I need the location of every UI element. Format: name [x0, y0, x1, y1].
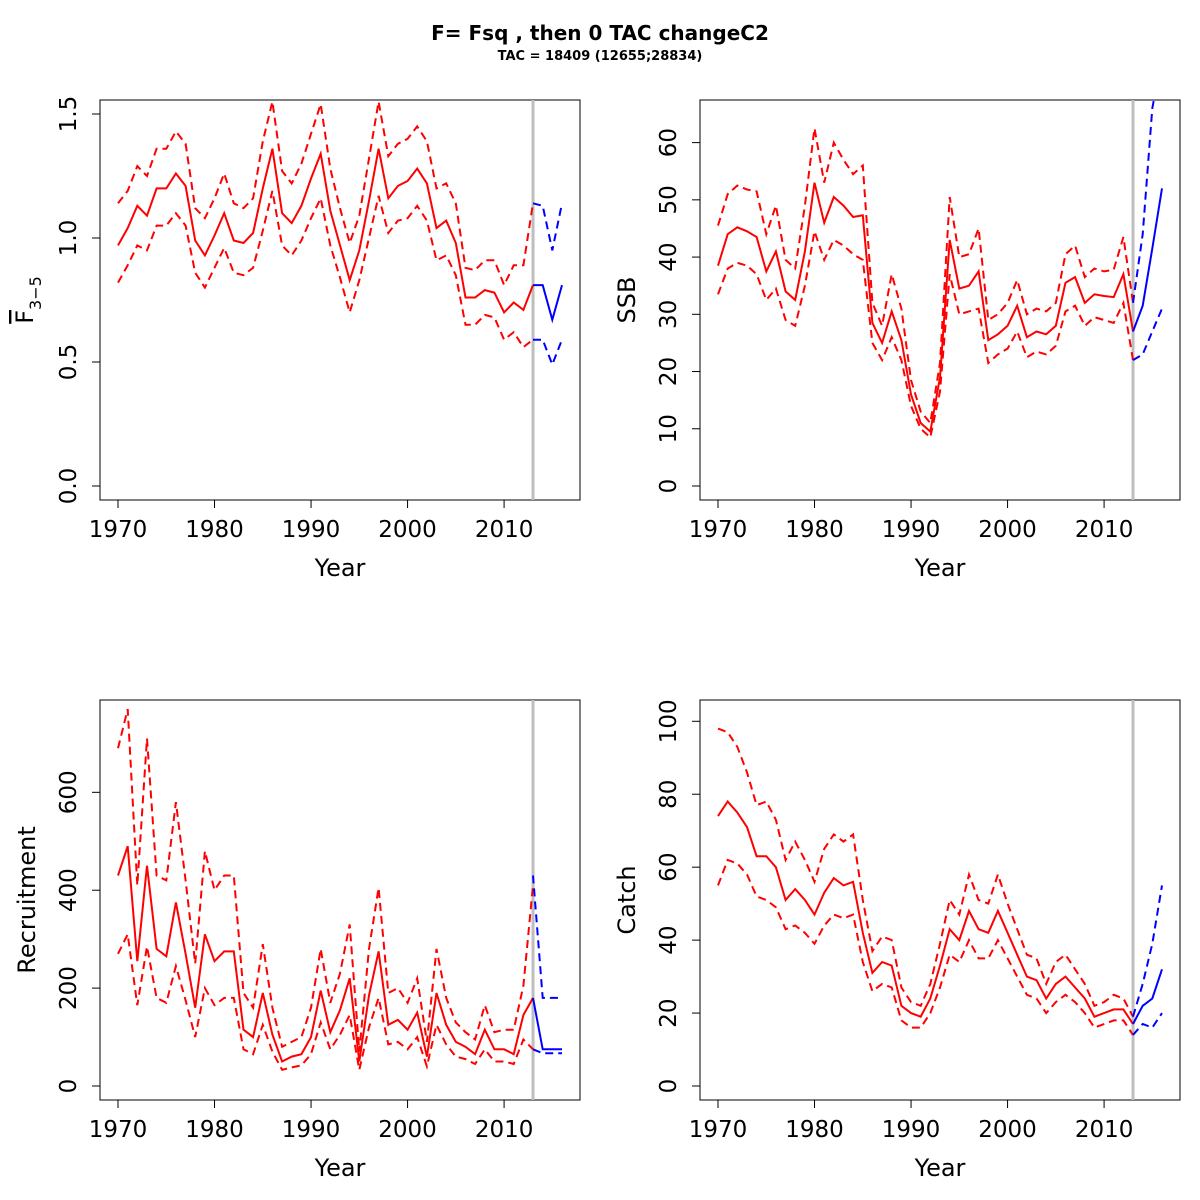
- y-tick-label: 1.5: [56, 96, 82, 133]
- projection-median-line: [533, 284, 563, 324]
- x-tick-label: 1990: [882, 1117, 941, 1143]
- y-tick-label: 0: [656, 1079, 682, 1094]
- y-axis-label: Recruitment: [13, 826, 41, 973]
- x-tick-label: 1970: [689, 1117, 748, 1143]
- projection-lower-bound-line: [532, 1048, 562, 1055]
- y-tick-label: 20: [656, 998, 682, 1027]
- y-tick-label: 20: [656, 357, 682, 386]
- y-tick-label: 50: [656, 185, 682, 214]
- x-tick-label: 1980: [785, 517, 844, 543]
- series-group: [117, 708, 562, 1071]
- x-tick-label: 2000: [378, 1117, 437, 1143]
- panel-fbar: 1970 1980 1990 2000 2010 Year 0.0 0.5 1.0 1.5 F3−5: [11, 96, 581, 582]
- projection-upper-bound-line: [1132, 885, 1163, 1017]
- projection-lower-bound-line: [1132, 308, 1163, 361]
- series-group: [717, 100, 1163, 440]
- x-tick-label: 2010: [475, 1117, 534, 1143]
- y-tick-label: 0.5: [56, 344, 82, 381]
- chart-title: F= Fsq , then 0 TAC changeC2: [431, 21, 769, 45]
- plot-frame: [99, 699, 581, 1101]
- y-tick-label: 80: [656, 780, 682, 809]
- chart-subtitle: TAC = 18409 (12655;28834): [498, 49, 703, 64]
- series-group: [117, 101, 563, 368]
- plot-frame: [699, 699, 1181, 1101]
- x-tick-label: 2010: [1075, 517, 1134, 543]
- y-tick-label: 0: [56, 1079, 82, 1094]
- y-tick-label: 200: [56, 966, 82, 1010]
- historic-upper-bound-line: [117, 101, 534, 288]
- historic-median-line: [117, 845, 534, 1063]
- projection-lower-bound-line: [1132, 1012, 1163, 1036]
- historic-upper-bound-line: [117, 708, 534, 1052]
- y-tick-label: 0.0: [56, 468, 82, 505]
- y-axis-label: Catch: [613, 865, 641, 934]
- x-tick-label: 2000: [978, 517, 1037, 543]
- x-tick-label: 1990: [282, 1117, 341, 1143]
- projection-median-line: [1132, 968, 1163, 1025]
- x-tick-label: 1970: [89, 517, 148, 543]
- x-axis-label: Year: [914, 554, 966, 582]
- x-tick-label: 1970: [689, 517, 748, 543]
- y-tick-label: 30: [656, 300, 682, 329]
- y-tick-label: 60: [656, 853, 682, 882]
- y-axis-label: F3−5: [11, 276, 45, 324]
- projection-upper-bound-line: [532, 875, 562, 999]
- x-axis-label: Year: [314, 554, 366, 582]
- x-tick-label: 1980: [185, 1117, 244, 1143]
- series-group: [717, 727, 1163, 1036]
- plot-frame: [699, 99, 1181, 501]
- panel-recruitment: 1970 1980 1990 2000 2010 Year 0 200 400 600 Recrui…: [13, 699, 581, 1182]
- historic-upper-bound-line: [717, 727, 1134, 1018]
- historic-lower-bound-line: [117, 930, 534, 1071]
- y-tick-label: 100: [656, 699, 682, 743]
- y-tick-label: 400: [56, 868, 82, 912]
- y-tick-label: 10: [656, 414, 682, 443]
- historic-lower-bound-line: [117, 190, 534, 349]
- y-axis-label-main: F: [11, 310, 39, 324]
- x-tick-label: 1990: [282, 517, 341, 543]
- y-axis-label: SSB: [613, 277, 641, 324]
- historic-upper-bound-line: [717, 128, 1134, 426]
- historic-lower-bound-line: [717, 230, 1134, 440]
- y-tick-label: 40: [656, 925, 682, 954]
- x-tick-label: 1980: [785, 1117, 844, 1143]
- historic-median-line: [717, 799, 1134, 1025]
- x-tick-label: 1980: [185, 517, 244, 543]
- y-tick-label: 1.0: [56, 220, 82, 257]
- projection-median-line: [1132, 188, 1163, 332]
- x-tick-label: 1970: [89, 1117, 148, 1143]
- y-tick-label: 40: [656, 242, 682, 271]
- plot-frame: [99, 99, 581, 501]
- historic-lower-bound-line: [717, 858, 1134, 1036]
- panel-ssb: 1970 1980 1990 2000 2010 Year 0 10 20 30 40 50 60 SSB: [613, 99, 1181, 582]
- x-tick-label: 2000: [978, 1117, 1037, 1143]
- panel-catch: 1970 1980 1990 2000 2010 Year 0 20 40 60 80 100 Catc…: [613, 699, 1181, 1182]
- x-tick-label: 2000: [378, 517, 437, 543]
- projection-upper-bound-line: [1132, 100, 1155, 304]
- x-tick-label: 1990: [882, 517, 941, 543]
- projection-lower-bound-line: [533, 338, 563, 368]
- projection-median-line: [532, 997, 562, 1051]
- x-axis-label: Year: [914, 1154, 966, 1182]
- x-axis-label: Year: [314, 1154, 366, 1182]
- y-tick-label: 60: [656, 128, 682, 157]
- y-axis-label-sub: 3−5: [26, 276, 45, 310]
- y-tick-label: 600: [56, 770, 82, 814]
- x-tick-label: 2010: [1075, 1117, 1134, 1143]
- y-tick-label: 0: [656, 479, 682, 494]
- x-tick-label: 2010: [475, 517, 534, 543]
- historic-median-line: [717, 182, 1134, 434]
- historic-median-line: [117, 148, 534, 315]
- projection-upper-bound-line: [532, 202, 563, 251]
